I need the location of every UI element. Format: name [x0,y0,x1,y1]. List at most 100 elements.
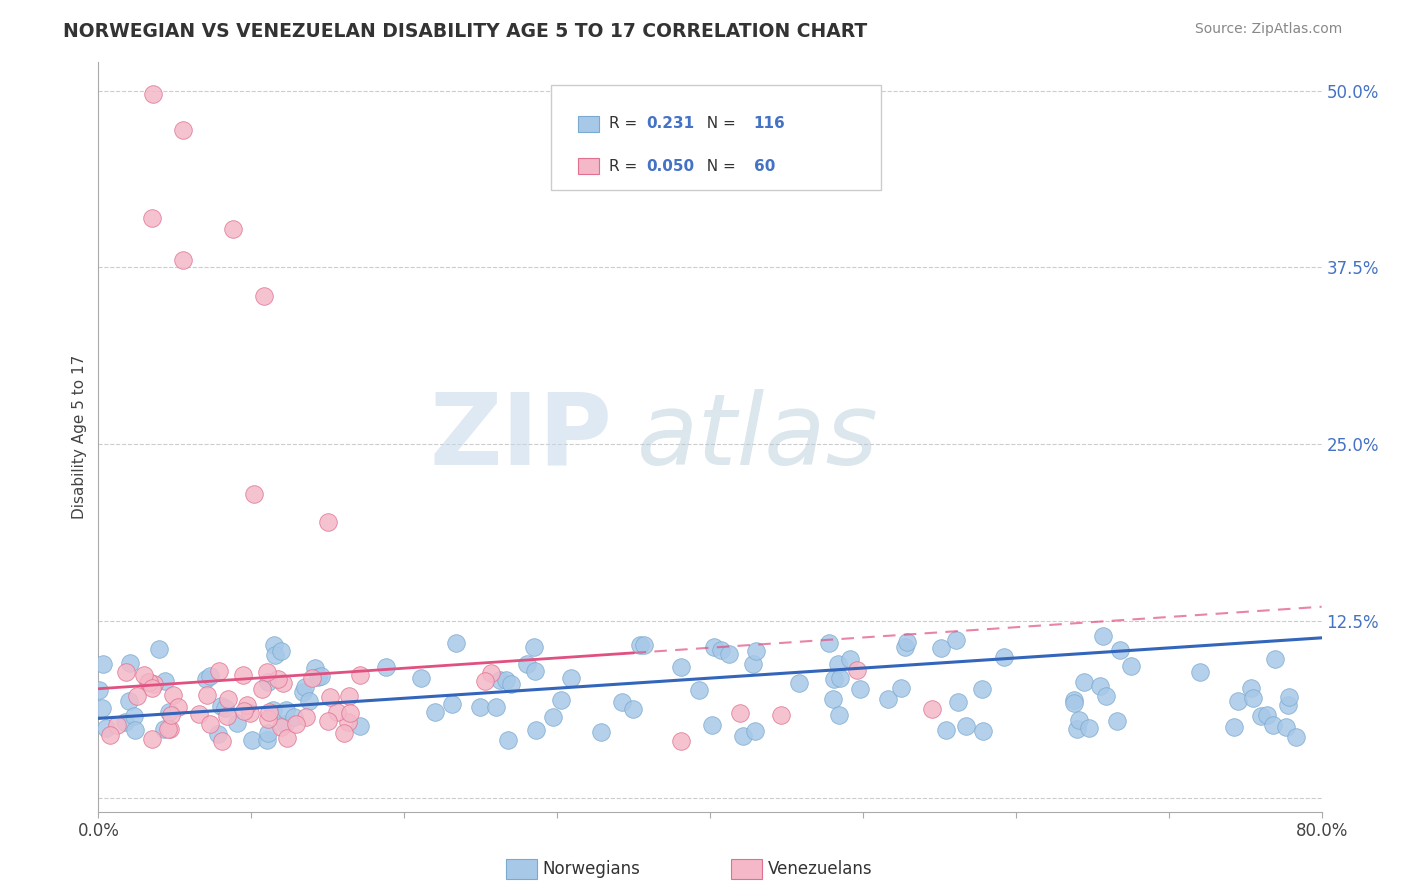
Point [136,675,159,690]
Point [263,648,285,662]
Point [257,725,280,739]
Text: ZIP: ZIP [429,389,612,485]
Point [1063,693,1085,707]
Point [409,671,432,685]
Point [499,677,522,691]
Point [828,708,851,723]
Point [703,640,725,654]
Point [267,672,290,686]
Point [263,638,285,652]
Point [349,719,371,733]
Point [90,701,112,715]
Point [731,729,754,743]
Point [541,709,564,723]
Point [1108,643,1130,657]
Point [195,672,218,686]
Point [787,676,810,690]
Point [877,692,900,706]
Point [309,669,332,683]
Point [291,685,314,699]
Point [239,706,262,720]
Text: 0.050: 0.050 [645,159,695,174]
Point [838,652,860,666]
Point [524,723,547,737]
Point [274,703,297,717]
Point [142,676,165,690]
Point [669,660,692,674]
Point [1261,718,1284,732]
Point [1223,720,1246,734]
Point [1088,679,1111,693]
Bar [578,116,599,132]
Point [890,681,912,696]
Point [1278,690,1301,704]
Point [1092,629,1115,643]
Point [127,689,149,703]
Point [688,682,710,697]
Point [496,732,519,747]
Point [423,705,446,719]
Point [522,640,544,654]
Point [152,722,174,736]
Point [769,708,792,723]
Point [118,694,141,708]
Point [741,657,763,672]
Point [921,701,943,715]
Point [955,719,977,733]
Point [214,701,236,715]
Point [1256,708,1278,723]
Point [270,643,292,657]
Point [208,664,231,678]
Point [945,632,967,647]
Point [970,682,993,697]
Point [134,668,156,682]
Point [162,688,184,702]
Point [242,733,264,747]
Point [141,681,163,695]
Text: N =: N = [697,159,741,174]
Point [295,710,318,724]
Point [198,716,221,731]
Point [929,640,952,655]
Point [87,683,110,698]
Point [523,665,546,679]
FancyBboxPatch shape [551,85,882,190]
Point [440,697,463,711]
Point [550,692,572,706]
Point [718,647,741,661]
Point [745,644,768,658]
Point [495,673,517,687]
Point [284,716,307,731]
Point [122,709,145,723]
Point [257,705,280,719]
Y-axis label: Disability Age 5 to 17: Disability Age 5 to 17 [72,355,87,519]
Point [153,674,176,689]
Point [298,694,321,708]
Point [124,723,146,738]
Point [1264,651,1286,665]
Point [337,690,360,704]
Point [91,657,114,671]
Point [195,688,218,702]
Text: NORWEGIAN VS VENEZUELAN DISABILITY AGE 5 TO 17 CORRELATION CHART: NORWEGIAN VS VENEZUELAN DISABILITY AGE 5… [63,22,868,41]
Point [256,665,278,679]
Point [252,289,274,303]
Point [516,657,538,671]
Point [215,708,238,723]
Point [1073,675,1095,690]
Text: Norwegians: Norwegians [543,860,641,878]
Point [217,691,239,706]
Point [243,486,266,500]
Point [935,723,957,737]
Point [115,665,138,680]
Point [250,682,273,697]
Text: 60: 60 [754,159,775,174]
Point [257,674,280,689]
Point [232,668,254,682]
Point [1275,720,1298,734]
Text: R =: R = [609,116,643,131]
Point [823,672,845,686]
Point [333,726,356,740]
Point [1277,698,1299,712]
Point [1077,721,1099,735]
